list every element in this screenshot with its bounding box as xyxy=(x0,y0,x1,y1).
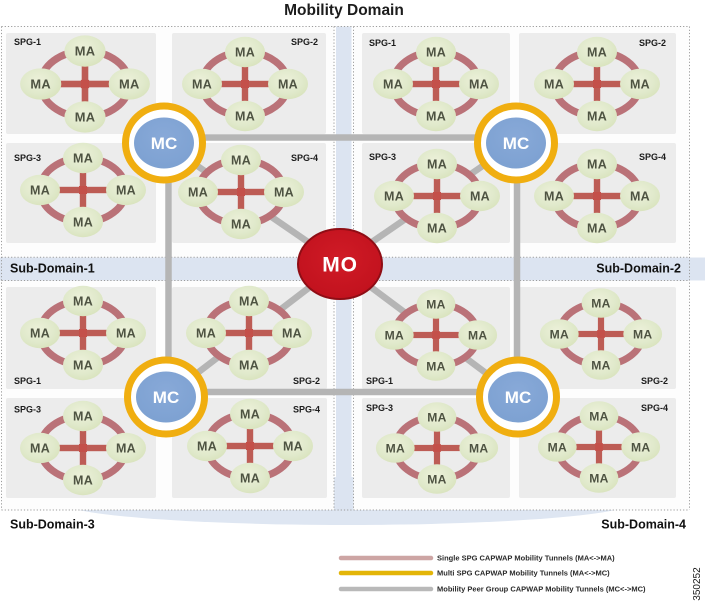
svg-text:SPG-2: SPG-2 xyxy=(291,37,318,47)
svg-text:Multi SPG CAPWAP Mobility Tunn: Multi SPG CAPWAP Mobility Tunnels (MA<->… xyxy=(437,569,610,578)
svg-text:SPG-1: SPG-1 xyxy=(366,376,393,386)
svg-text:SPG-4: SPG-4 xyxy=(293,405,320,415)
svg-text:MO: MO xyxy=(322,254,357,277)
svg-text:SPG-3: SPG-3 xyxy=(14,405,41,415)
svg-text:SPG-3: SPG-3 xyxy=(366,403,393,413)
svg-text:Sub-Domain-4: Sub-Domain-4 xyxy=(601,518,686,532)
svg-text:SPG-4: SPG-4 xyxy=(291,153,318,163)
svg-text:SPG-1: SPG-1 xyxy=(14,376,41,386)
svg-text:SPG-1: SPG-1 xyxy=(14,37,41,47)
svg-text:Sub-Domain-2: Sub-Domain-2 xyxy=(596,262,681,276)
svg-text:350252: 350252 xyxy=(692,567,703,601)
svg-text:SPG-3: SPG-3 xyxy=(14,153,41,163)
svg-text:Mobility Peer Group CAPWAP Mob: Mobility Peer Group CAPWAP Mobility Tunn… xyxy=(437,585,646,594)
svg-text:SPG-3: SPG-3 xyxy=(369,152,396,162)
svg-text:Sub-Domain-3: Sub-Domain-3 xyxy=(10,518,95,532)
svg-text:SPG-1: SPG-1 xyxy=(369,38,396,48)
svg-text:SPG-4: SPG-4 xyxy=(641,403,668,413)
svg-text:SPG-2: SPG-2 xyxy=(639,38,666,48)
svg-text:SPG-2: SPG-2 xyxy=(641,376,668,386)
svg-text:SPG-4: SPG-4 xyxy=(639,152,666,162)
svg-text:Sub-Domain-1: Sub-Domain-1 xyxy=(10,262,95,276)
svg-text:Single SPG CAPWAP Mobility Tun: Single SPG CAPWAP Mobility Tunnels (MA<-… xyxy=(437,554,615,563)
svg-text:SPG-2: SPG-2 xyxy=(293,376,320,386)
svg-text:Mobility Domain: Mobility Domain xyxy=(284,2,404,19)
